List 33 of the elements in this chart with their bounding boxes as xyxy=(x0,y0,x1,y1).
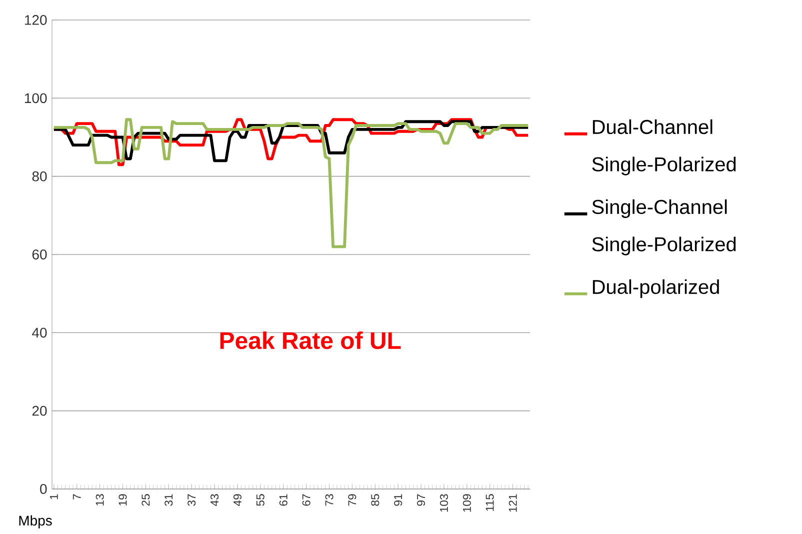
x-tick-label: 109 xyxy=(462,494,471,512)
x-tick-label: 31 xyxy=(164,494,173,506)
x-tick-label: 7 xyxy=(72,494,81,500)
x-tick-label: 73 xyxy=(325,494,334,506)
x-tick-label: 85 xyxy=(371,494,380,506)
x-tick-label: 1 xyxy=(50,494,58,500)
text: Peak Rate of UL xyxy=(220,331,401,350)
y-tick-label: 0 xyxy=(40,484,47,494)
y-tick-label: 60 xyxy=(32,250,47,260)
x-tick-label: 25 xyxy=(142,494,150,506)
x-tick-label: 43 xyxy=(210,494,219,506)
x-tick-label: 55 xyxy=(256,494,264,506)
y-tick-label: 40 xyxy=(32,328,47,338)
y-tick-label: 120 xyxy=(25,15,47,25)
y-tick-label: 20 xyxy=(32,406,47,416)
y-tick-label: 80 xyxy=(32,171,47,182)
x-tick-label: 49 xyxy=(233,494,242,506)
x-tick-label: 19 xyxy=(118,494,127,506)
x-tick-label: 79 xyxy=(348,494,356,506)
x-tick-label: 103 xyxy=(440,494,448,512)
x-tick-label: 13 xyxy=(96,494,104,506)
x-tick-label: 121 xyxy=(508,494,517,512)
legend-label: Single-Channel Single-Polarized xyxy=(592,199,736,256)
x-tick-label: 67 xyxy=(302,494,310,506)
x-tick-label: 91 xyxy=(394,494,402,506)
x-tick-label: 115 xyxy=(486,494,494,511)
x-tick-label: 97 xyxy=(417,494,426,506)
legend-label: Dual-Channel Single-Polarized xyxy=(592,119,736,176)
y-tick-label: 100 xyxy=(25,93,47,104)
x-tick-label: 61 xyxy=(279,494,288,506)
x-tick-label: 37 xyxy=(188,494,196,506)
legend-label: Dual-polarized xyxy=(592,279,719,298)
x-axis-title: Mbps xyxy=(19,515,52,528)
